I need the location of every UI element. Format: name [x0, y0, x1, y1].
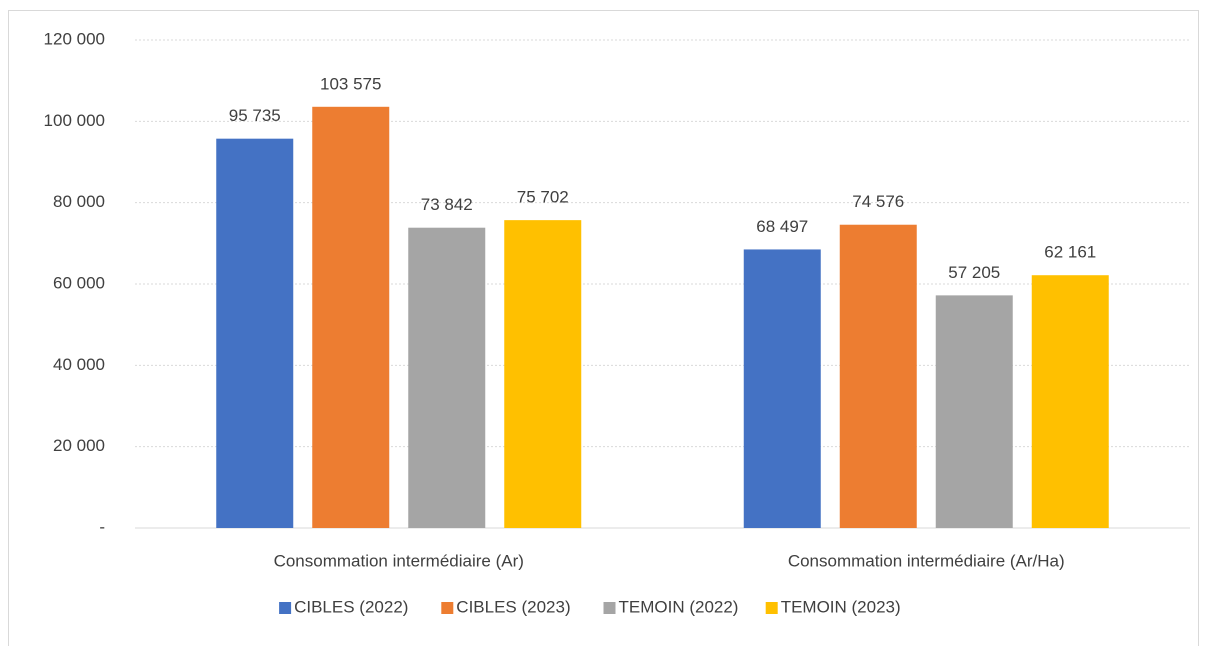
data-label: 74 576 [852, 192, 904, 211]
y-tick-label: 100 000 [44, 111, 105, 130]
bar [504, 220, 582, 528]
x-tick-label: Consommation intermédiaire (Ar) [274, 551, 524, 570]
data-label: 62 161 [1044, 243, 1096, 262]
legend-label: CIBLES (2022) [294, 597, 408, 616]
legend-swatch [765, 602, 778, 614]
bar [216, 138, 294, 528]
bar [312, 106, 390, 529]
x-tick-label: Consommation intermédiaire (Ar/Ha) [788, 551, 1065, 570]
y-tick-label: - [99, 517, 105, 536]
bar [935, 295, 1013, 528]
y-tick-label: 40 000 [53, 355, 105, 374]
data-label: 103 575 [320, 74, 381, 93]
data-label: 75 702 [517, 188, 569, 207]
legend-swatch [279, 602, 292, 614]
bar [1031, 275, 1109, 528]
data-label: 95 735 [229, 106, 281, 125]
legend-swatch [603, 602, 616, 614]
chart-border [8, 10, 1199, 646]
bar [839, 224, 917, 528]
legend-label: TEMOIN (2022) [619, 597, 739, 616]
y-tick-label: 80 000 [53, 192, 105, 211]
bar [743, 249, 821, 528]
data-label: 73 842 [421, 195, 473, 214]
bar [408, 227, 486, 528]
y-tick-label: 60 000 [53, 273, 105, 292]
y-tick-label: 120 000 [44, 29, 105, 48]
data-label: 57 205 [948, 263, 1000, 282]
legend-label: CIBLES (2023) [456, 597, 570, 616]
data-label: 68 497 [756, 217, 808, 236]
legend-swatch [441, 602, 454, 614]
legend-label: TEMOIN (2023) [781, 597, 901, 616]
y-tick-label: 20 000 [53, 436, 105, 455]
